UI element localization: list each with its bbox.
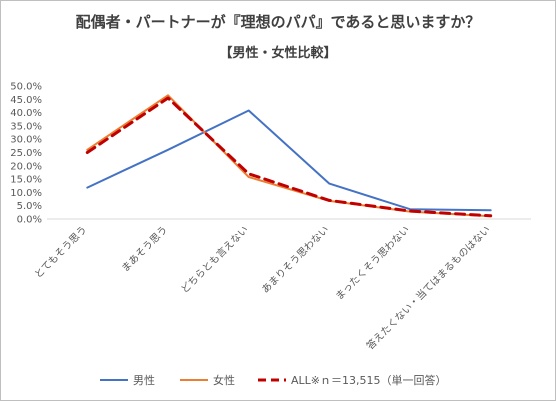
y-tick-label: 40.0% xyxy=(10,108,42,119)
y-tick-label: 20.0% xyxy=(10,161,42,172)
y-tick-label: 0.0% xyxy=(17,215,42,226)
y-tick-label: 45.0% xyxy=(10,95,42,106)
legend: 男性 女性 ALL※ｎ＝13,515（単一回答） xyxy=(100,373,447,387)
legend-label: ALL※ｎ＝13,515（単一回答） xyxy=(291,373,447,387)
y-tick-label: 15.0% xyxy=(10,175,42,186)
y-tick-label: 5.0% xyxy=(17,201,42,212)
x-tick-label: 答えたくない・当てはまるものはない xyxy=(364,223,493,352)
x-tick-label: どちらとも言えない xyxy=(178,223,251,296)
y-tick-label: 35.0% xyxy=(10,121,42,132)
series-layer xyxy=(85,94,493,218)
x-tick-label: まあそう思う xyxy=(119,224,170,275)
x-tick-label: とてもそう思う xyxy=(32,224,89,281)
y-tick-label: 50.0% xyxy=(10,82,42,93)
x-tick-label: あまりそう思わない xyxy=(259,224,331,296)
legend-label: 男性 xyxy=(133,373,155,387)
y-tick-label: 30.0% xyxy=(10,135,42,146)
x-axis: とてもそう思う まあそう思う どちらとも言えない あまりそう思わない まったくそう思わな… xyxy=(32,218,531,352)
y-axis: 0.0% 5.0% 10.0% 15.0% 20.0% 25.0% 30.0% 35.0% 40… xyxy=(10,82,42,226)
y-tick-label: 10.0% xyxy=(10,188,42,199)
series-line-1 xyxy=(86,94,492,218)
series-line-0 xyxy=(86,109,492,212)
legend-label: 女性 xyxy=(213,373,235,387)
y-tick-label: 25.0% xyxy=(10,148,42,159)
chart-title: 配偶者・パートナーが『理想のパパ』であると思いますか？ xyxy=(75,13,481,31)
chart-subtitle: 【男性・女性比較】 xyxy=(219,46,337,61)
series-line-2 xyxy=(85,96,493,218)
x-tick-label: まったくそう思わない xyxy=(333,224,412,303)
